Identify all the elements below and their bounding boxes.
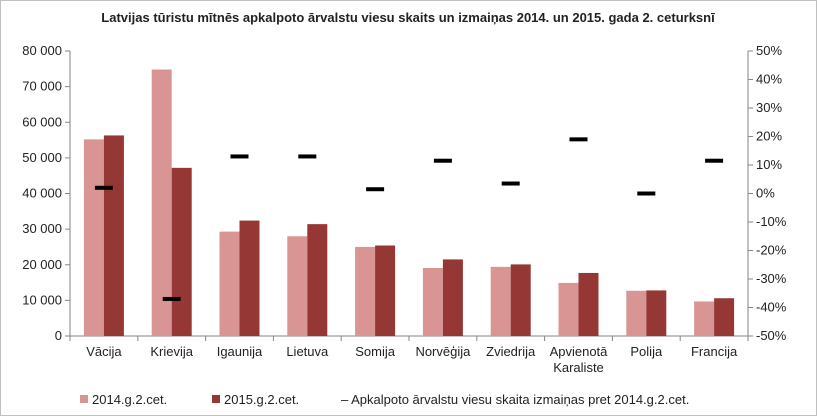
category-label: Zviedrija [486, 344, 536, 359]
left-tick-label: 20 000 [22, 257, 62, 272]
category-label-line: Krievija [150, 344, 193, 359]
category-label-line: Somija [355, 344, 396, 359]
left-tick-label: 0 [55, 328, 62, 343]
category-label-line: Zviedrija [486, 344, 536, 359]
bar-2014 [287, 236, 308, 336]
change-markers [94, 137, 724, 301]
category-label-line: Francija [691, 344, 738, 359]
bar-2014 [355, 246, 376, 336]
right-axis-ticks: -50% -40% -30% -20% -10% 0% 10% 20% 30% 40% 50% [748, 43, 787, 343]
legend: 2014.g.2.cet. 2015.g.2.cet. – Apkalpoto ār… [80, 392, 689, 407]
bars [83, 69, 735, 337]
category-label: Polija [630, 344, 663, 359]
bar-2014 [694, 301, 715, 336]
category-label-line: Vācija [86, 344, 122, 359]
change-marker [94, 185, 113, 190]
bar-2015 [578, 272, 599, 336]
left-tick-label: 60 000 [22, 114, 62, 129]
bar-2014 [558, 282, 579, 336]
left-tick-label: 80 000 [22, 43, 62, 58]
legend-swatch-2014 [80, 395, 88, 403]
legend-label-change: – Apkalpoto ārvalstu viesu skaita izmaiņ… [341, 392, 689, 407]
legend-swatch-2015 [212, 395, 220, 403]
category-label: Krievija [150, 344, 193, 359]
left-tick-label: 30 000 [22, 221, 62, 236]
chart-title: Latvijas tūristu mītnēs apkalpoto ārvals… [101, 10, 715, 25]
bar-2015 [646, 290, 667, 336]
bar-2015 [239, 220, 260, 336]
category-label-line: Karaliste [553, 360, 604, 375]
left-tick-label: 70 000 [22, 79, 62, 94]
change-marker [230, 154, 249, 159]
category-label-line: Igaunija [217, 344, 263, 359]
left-axis-ticks: 0 10 000 20 000 30 000 40 000 50 000 60 000 70 … [22, 43, 70, 343]
legend-label-2014: 2014.g.2.cet. [92, 392, 167, 407]
right-tick-label: -30% [756, 271, 787, 286]
bar-2015 [307, 224, 328, 336]
bar-2015 [510, 264, 531, 336]
change-marker [298, 154, 317, 159]
bar-2015 [103, 135, 124, 336]
right-tick-label: -20% [756, 243, 787, 258]
bar-2015 [714, 298, 735, 336]
category-label-line: Norvēģija [415, 344, 471, 359]
bar-2015 [171, 167, 192, 336]
bar-2014 [422, 267, 443, 336]
category-label: Igaunija [217, 344, 263, 359]
category-label-line: Apvienotā [550, 344, 609, 359]
category-label: Lietuva [286, 344, 329, 359]
category-label: Francija [691, 344, 738, 359]
bar-2014 [151, 69, 172, 337]
right-tick-label: 20% [756, 129, 782, 144]
bar-2015 [375, 245, 396, 336]
right-tick-label: 10% [756, 157, 782, 172]
right-tick-label: 40% [756, 72, 782, 87]
category-label: Apvienotā Karaliste [550, 344, 609, 375]
left-tick-label: 50 000 [22, 150, 62, 165]
bar-2015 [442, 259, 463, 336]
category-label-line: Polija [630, 344, 663, 359]
change-marker [433, 158, 452, 163]
legend-label-2015: 2015.g.2.cet. [224, 392, 299, 407]
right-tick-label: -50% [756, 328, 787, 343]
category-label: Vācija [86, 344, 122, 359]
category-label: Somija [355, 344, 396, 359]
right-tick-label: -40% [756, 300, 787, 315]
change-marker [501, 181, 520, 186]
change-marker [162, 296, 181, 301]
category-label-line: Lietuva [286, 344, 329, 359]
change-marker [366, 187, 385, 192]
category-label: Norvēģija [415, 344, 471, 359]
category-labels: Vācija Krievija Igaunija Lietuva Somija Norvē… [69, 336, 749, 375]
bar-2014 [626, 290, 647, 336]
right-tick-label: 30% [756, 100, 782, 115]
bar-2014 [219, 231, 240, 336]
change-marker [705, 158, 724, 163]
change-marker [637, 191, 656, 196]
left-tick-label: 10 000 [22, 292, 62, 307]
left-tick-label: 40 000 [22, 186, 62, 201]
right-tick-label: 50% [756, 43, 782, 58]
bar-2014 [83, 139, 104, 336]
bar-2014 [490, 266, 511, 336]
right-tick-label: 0% [756, 186, 775, 201]
right-tick-label: -10% [756, 214, 787, 229]
change-marker [569, 137, 588, 142]
